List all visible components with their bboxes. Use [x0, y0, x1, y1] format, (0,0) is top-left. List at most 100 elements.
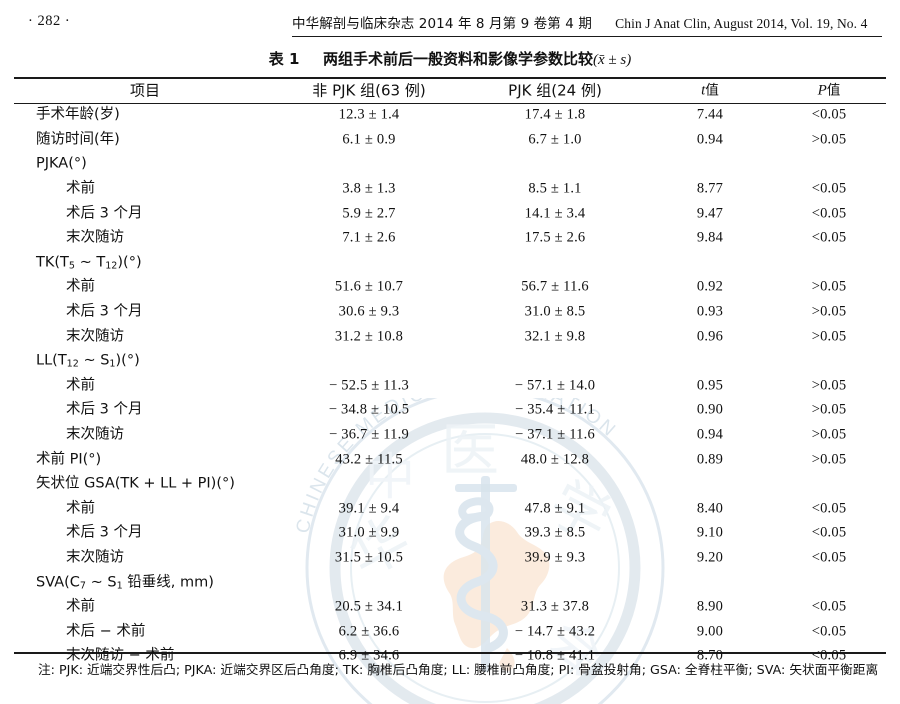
cell-non-pjk: 39.1 ± 9.4 — [338, 500, 400, 517]
cell-t-value: 8.90 — [696, 598, 724, 615]
cell-t-value: 7.44 — [696, 106, 724, 123]
cell-t-value: 8.70 — [696, 648, 724, 665]
cell-non-pjk: 43.2 ± 11.5 — [335, 451, 403, 468]
table-row: 术前 PI(°) 43.2 ± 11.5 48.0 ± 12.8 0.89 >0.05 — [14, 447, 886, 472]
table-number: 表 1 — [268, 50, 300, 68]
cell-non-pjk: 31.5 ± 10.5 — [334, 549, 404, 566]
cell-non-pjk: 31.2 ± 10.8 — [334, 328, 404, 345]
cell-t-value: 0.92 — [696, 279, 724, 296]
cell-t-value: 0.96 — [696, 328, 724, 345]
table-caption-text: 两组手术前后一般资料和影像学参数比较 — [323, 50, 594, 68]
column-header-t-value: t值 — [701, 82, 719, 99]
running-title-en: Chin J Anat Clin, August 2014, Vol. 19, … — [615, 16, 868, 31]
cell-pjk: 31.3 ± 37.8 — [520, 598, 590, 615]
cell-p-value: >0.05 — [811, 402, 847, 419]
cell-t-value: 0.94 — [696, 131, 724, 148]
cell-pjk: 39.9 ± 9.3 — [524, 549, 586, 566]
cell-pjk: 56.7 ± 11.6 — [521, 279, 589, 296]
row-label: 术前 — [66, 500, 95, 517]
table-row: 术前 51.6 ± 10.7 56.7 ± 11.6 0.92 >0.05 — [14, 275, 886, 300]
cell-pjk: 47.8 ± 9.1 — [524, 500, 586, 517]
cell-non-pjk: 30.6 ± 9.3 — [338, 303, 400, 320]
row-label: 术前 — [66, 180, 95, 197]
cell-pjk: − 14.7 ± 43.2 — [514, 623, 596, 640]
table-row: TK(T5 ~ T12)(°) — [14, 251, 886, 276]
cell-pjk: 14.1 ± 3.4 — [524, 205, 586, 222]
table-rule-middle — [14, 103, 886, 104]
cell-non-pjk: 3.8 ± 1.3 — [342, 180, 396, 197]
cell-non-pjk: 7.1 ± 2.6 — [342, 229, 396, 246]
cell-pjk: − 37.1 ± 11.6 — [515, 426, 595, 443]
cell-t-value: 0.94 — [696, 426, 724, 443]
row-label: 术后 3 个月 — [66, 303, 143, 320]
cell-non-pjk: 6.1 ± 0.9 — [342, 131, 396, 148]
cell-t-value: 9.20 — [696, 549, 724, 566]
comparison-table: 项目 非 PJK 组(63 例) PJK 组(24 例) t值 P值 手术年龄(… — [14, 79, 886, 669]
cell-t-value: 9.84 — [696, 229, 724, 246]
row-label: 术后 − 术前 — [66, 623, 146, 640]
cell-pjk: 8.5 ± 1.1 — [528, 180, 582, 197]
cell-p-value: >0.05 — [811, 303, 847, 320]
cell-t-value: 0.90 — [696, 402, 724, 419]
table-row: 手术年龄(岁) 12.3 ± 1.4 17.4 ± 1.8 7.44 <0.05 — [14, 103, 886, 128]
cell-non-pjk: − 52.5 ± 11.3 — [329, 377, 409, 394]
table-caption-stat: (x̄ ± s) — [593, 52, 632, 68]
cell-non-pjk: 6.2 ± 36.6 — [338, 623, 400, 640]
running-title: 中华解剖与临床杂志 2014 年 8 月第 9 卷第 4 期 Chin J An… — [292, 12, 882, 37]
cell-t-value: 0.89 — [696, 451, 724, 468]
row-group-label: LL(T12 ~ S1)(°) — [36, 352, 140, 370]
cell-non-pjk: − 36.7 ± 11.9 — [329, 426, 409, 443]
cell-p-value: <0.05 — [811, 598, 847, 615]
row-label: 末次随访 − 术前 — [66, 648, 175, 665]
cell-t-value: 9.00 — [696, 623, 724, 640]
cell-p-value: <0.05 — [811, 549, 847, 566]
running-header: · 282 · 中华解剖与临床杂志 2014 年 8 月第 9 卷第 4 期 C… — [0, 10, 900, 38]
cell-non-pjk: − 34.8 ± 10.5 — [328, 402, 410, 419]
cell-t-value: 0.93 — [696, 303, 724, 320]
table-row: 末次随访 31.5 ± 10.5 39.9 ± 9.3 9.20 <0.05 — [14, 546, 886, 571]
cell-t-value: 9.10 — [696, 525, 724, 542]
cell-pjk: − 57.1 ± 14.0 — [514, 377, 596, 394]
table-caption: 表 1 两组手术前后一般资料和影像学参数比较(x̄ ± s) — [0, 48, 900, 69]
cell-pjk: 48.0 ± 12.8 — [520, 451, 590, 468]
row-label: 末次随访 — [66, 426, 124, 443]
cell-t-value: 0.95 — [696, 377, 724, 394]
cell-pjk: 17.4 ± 1.8 — [524, 106, 586, 123]
column-header-item: 项目 — [129, 81, 160, 100]
cell-pjk: 6.7 ± 1.0 — [528, 131, 582, 148]
row-group-label: 矢状位 GSA(TK + LL + PI)(°) — [36, 475, 235, 492]
column-header-p-value: P值 — [817, 82, 841, 99]
table-header-row: 项目 非 PJK 组(63 例) PJK 组(24 例) t值 P值 — [14, 79, 886, 103]
table-row: 术前 39.1 ± 9.4 47.8 ± 9.1 8.40 <0.05 — [14, 497, 886, 522]
row-label: 术后 3 个月 — [66, 205, 143, 222]
cell-p-value: <0.05 — [811, 229, 847, 246]
cell-non-pjk: 12.3 ± 1.4 — [338, 106, 400, 123]
row-label: 末次随访 — [66, 328, 124, 345]
cell-p-value: >0.05 — [811, 131, 847, 148]
table-row: 术前 − 52.5 ± 11.3 − 57.1 ± 14.0 0.95 >0.05 — [14, 374, 886, 399]
row-label: 末次随访 — [66, 229, 124, 246]
cell-p-value: <0.05 — [811, 623, 847, 640]
row-label: 术后 3 个月 — [66, 402, 143, 419]
table-row: 术前 20.5 ± 34.1 31.3 ± 37.8 8.90 <0.05 — [14, 595, 886, 620]
table-row: 矢状位 GSA(TK + LL + PI)(°) — [14, 472, 886, 497]
cell-p-value: >0.05 — [811, 328, 847, 345]
cell-p-value: <0.05 — [811, 205, 847, 222]
cell-p-value: <0.05 — [811, 106, 847, 123]
table-row: 末次随访 31.2 ± 10.8 32.1 ± 9.8 0.96 >0.05 — [14, 324, 886, 349]
cell-p-value: <0.05 — [811, 525, 847, 542]
row-label: 末次随访 — [66, 549, 124, 566]
cell-pjk: 17.5 ± 2.6 — [524, 229, 586, 246]
row-label: 术前 PI(°) — [36, 451, 102, 468]
table-row: PJKA(°) — [14, 152, 886, 177]
row-group-label: PJKA(°) — [36, 156, 87, 173]
cell-p-value: >0.05 — [811, 377, 847, 394]
cell-p-value: >0.05 — [811, 426, 847, 443]
table-row: 末次随访 − 36.7 ± 11.9 − 37.1 ± 11.6 0.94 >0.05 — [14, 423, 886, 448]
table-footnote: 注: PJK: 近端交界性后凸; PJKA: 近端交界区后凸角度; TK: 胸椎… — [38, 662, 879, 677]
cell-pjk: − 35.4 ± 11.1 — [515, 402, 595, 419]
cell-pjk: 32.1 ± 9.8 — [524, 328, 586, 345]
row-label: 术前 — [66, 279, 95, 296]
cell-p-value: <0.05 — [811, 500, 847, 517]
